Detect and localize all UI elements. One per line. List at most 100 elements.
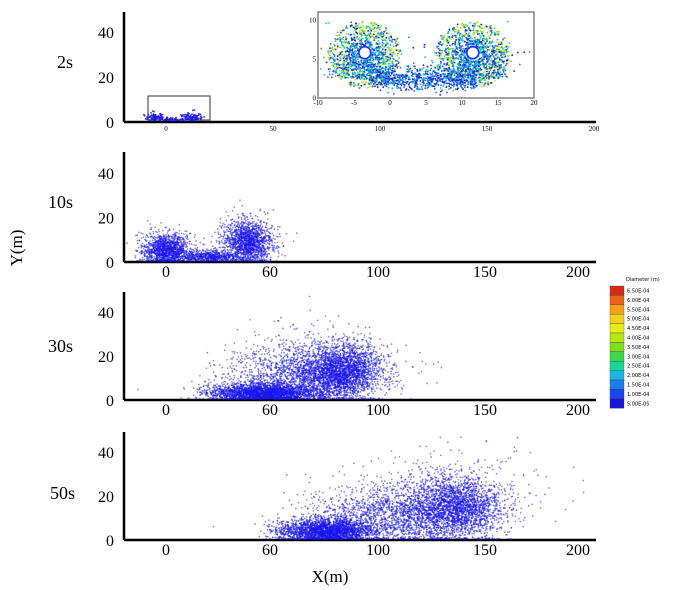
inset-particle (344, 42, 347, 44)
inset-particle (408, 82, 411, 84)
inset-particle (482, 46, 485, 49)
inset-particle (473, 29, 476, 32)
inset-particle (375, 30, 378, 32)
inset-particle (458, 47, 461, 49)
inset-particle (356, 27, 359, 30)
inset-particle (472, 42, 474, 45)
particle (185, 116, 188, 118)
inset-particle (424, 79, 427, 82)
inset-particle (391, 48, 393, 51)
inset-particle (391, 69, 394, 72)
inset-particle (340, 43, 343, 45)
inset-particle (343, 47, 346, 49)
inset-particle (358, 76, 361, 79)
inset-particle (422, 66, 425, 69)
inset-particle (393, 53, 396, 55)
particle (183, 239, 186, 241)
particle (191, 109, 194, 112)
particle (193, 243, 195, 246)
inset-particle (381, 55, 384, 57)
inset-particle (393, 58, 395, 61)
particle (150, 244, 152, 247)
inset-particle (445, 51, 447, 53)
inset-particle (339, 40, 341, 43)
particle (162, 229, 164, 232)
particle (155, 245, 158, 248)
inset-particle (448, 64, 451, 67)
inset-particle (441, 65, 444, 68)
inset-particle (466, 71, 469, 74)
particle (170, 116, 172, 119)
inset-particle (469, 21, 471, 24)
inset-particle (496, 73, 498, 76)
particle (145, 236, 147, 238)
inset-particle (451, 47, 454, 50)
inset-x-tick-label: 0 (388, 99, 392, 107)
particle (231, 209, 234, 212)
inset-particle (476, 33, 479, 35)
inset-particle (349, 80, 352, 82)
particle (165, 244, 168, 247)
inset-particle (448, 83, 451, 85)
inset-particle (456, 73, 459, 76)
inset-particle (344, 66, 347, 69)
inset-particle (372, 69, 375, 71)
particle (268, 228, 271, 230)
inset-particle (363, 66, 366, 69)
inset-particle (400, 89, 403, 91)
inset-particle (493, 27, 496, 30)
inset-particle (461, 82, 464, 85)
inset-particle (374, 56, 377, 59)
inset-particle (468, 32, 470, 34)
particle (146, 249, 149, 251)
inset-particle (362, 65, 365, 67)
inset-particle (442, 38, 444, 41)
particle (184, 117, 187, 120)
inset-particle (468, 41, 470, 44)
inset-particle (463, 31, 466, 33)
inset-particle (357, 58, 359, 61)
inset-particle (371, 48, 374, 50)
inset-particle (461, 22, 464, 25)
inset-x-tick-label: 10 (459, 99, 467, 107)
inset-particle (464, 89, 467, 92)
inset-particle (376, 86, 379, 89)
inset-particle (367, 41, 369, 43)
particle (196, 246, 199, 249)
inset-particle (439, 67, 441, 70)
particle (186, 241, 189, 244)
inset-particle (487, 81, 489, 83)
inset-particle (349, 48, 351, 51)
particle (179, 245, 182, 248)
inset-particle (361, 81, 364, 84)
inset-particle (485, 46, 487, 48)
inset-particle (473, 24, 476, 27)
inset-particle (480, 50, 482, 53)
inset-particle (392, 62, 395, 65)
inset-particle (381, 44, 384, 46)
inset-particle (486, 70, 488, 73)
inset-particle (396, 85, 398, 88)
particle (185, 113, 187, 116)
inset-particle (378, 74, 381, 76)
inset-particle (459, 76, 462, 78)
inset-particle (485, 40, 488, 43)
inset-particle (377, 40, 380, 42)
particle (142, 236, 145, 239)
inset-particle (336, 55, 339, 58)
inset-particle (435, 52, 438, 54)
y-tick-label: 0 (106, 115, 114, 132)
inset-particle (426, 65, 429, 68)
inset-particle (366, 34, 369, 37)
particle (147, 236, 150, 239)
inset-particle (435, 82, 438, 85)
particle (190, 114, 192, 116)
particle (188, 117, 191, 119)
inset-particle (342, 36, 345, 39)
particle (153, 110, 155, 113)
inset-particle (353, 76, 355, 79)
inset-particle (464, 81, 466, 84)
y-tick-label: 20 (98, 211, 114, 228)
particle (178, 241, 180, 244)
particle (200, 115, 202, 118)
